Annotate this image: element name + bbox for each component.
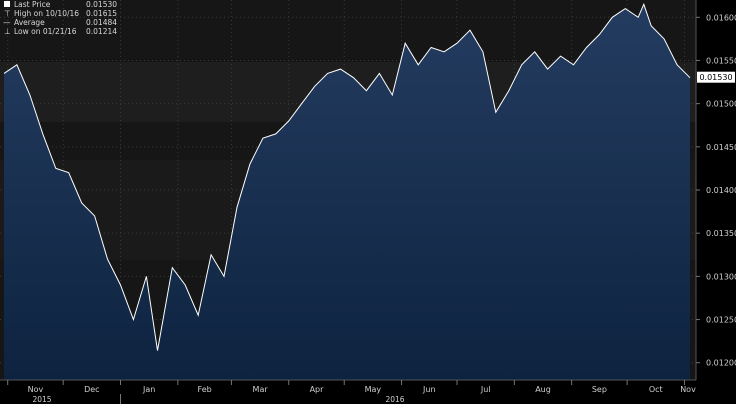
y-tick-label: 0.01300 <box>706 272 736 281</box>
y-tick-label: 0.01350 <box>706 229 736 238</box>
x-tick-label: Apr <box>310 385 325 394</box>
high-marker-icon: ⊤ <box>4 9 11 18</box>
legend-label: Average <box>14 18 45 27</box>
x-tick-label: Mar <box>253 385 269 394</box>
legend-item: ⊤ High on 10/10/16 0.01615 <box>4 9 117 18</box>
last-price-marker: 0.01530 <box>697 71 735 83</box>
y-axis-panel <box>696 0 736 404</box>
y-tick-label: 0.01200 <box>706 359 736 368</box>
last-price-value: 0.01530 <box>699 73 732 82</box>
legend-value: 0.01484 <box>86 18 117 27</box>
legend-label: Low on 01/21/16 <box>14 27 77 36</box>
low-marker-icon: ⊥ <box>4 27 11 36</box>
legend-item: ⊥ Low on 01/21/16 0.01214 <box>4 27 117 36</box>
x-axis: Nov Dec Jan Feb Mar Apr May Jun Jul Aug Sep Oct Nov2… <box>7 380 696 404</box>
y-axis: 0.01600 0.01550 0.01500 0.01450 0.01400 0.013… <box>696 13 736 368</box>
x-tick-label: Nov <box>680 385 696 394</box>
y-tick-label: 0.01550 <box>706 56 736 65</box>
last-price-box <box>697 71 735 83</box>
y-tick-label: 0.01450 <box>706 143 736 152</box>
legend-value: 0.01214 <box>86 27 117 36</box>
price-line <box>3 2 691 351</box>
y-tick-label: 0.01600 <box>706 13 736 22</box>
legend-label: High on 10/10/16 <box>14 9 79 18</box>
x-tick-label: May <box>365 385 382 394</box>
y-tick-label: 0.01500 <box>706 100 736 109</box>
y-tick-label: 0.01400 <box>706 186 736 195</box>
average-marker-icon: — <box>3 18 11 27</box>
x-tick-label: Jul <box>480 385 491 394</box>
legend-value: 0.01530 <box>86 0 117 9</box>
legend-item: — Average 0.01484 <box>3 18 117 27</box>
legend-label: Last Price <box>14 0 51 9</box>
last-price-icon <box>4 1 10 7</box>
legend-value: 0.01615 <box>86 9 117 18</box>
price-area <box>4 4 690 381</box>
x-tick-label: Dec <box>84 385 99 394</box>
x-tick-label: Feb <box>198 385 212 394</box>
x-tick-label: Nov <box>28 385 44 394</box>
year-label: 2016 <box>385 395 404 404</box>
x-tick-label: Oct <box>649 385 663 394</box>
legend-item: Last Price 0.01530 <box>4 0 117 9</box>
x-tick-label: Sep <box>592 385 607 394</box>
year-label: 2015 <box>32 395 51 404</box>
x-tick-label: Jan <box>142 385 155 394</box>
x-tick-label: Jun <box>422 385 436 394</box>
x-tick-label: Aug <box>535 385 551 394</box>
y-tick-label: 0.01250 <box>706 316 736 325</box>
legend: Last Price 0.01530 ⊤ High on 10/10/16 0.0161… <box>3 0 117 36</box>
